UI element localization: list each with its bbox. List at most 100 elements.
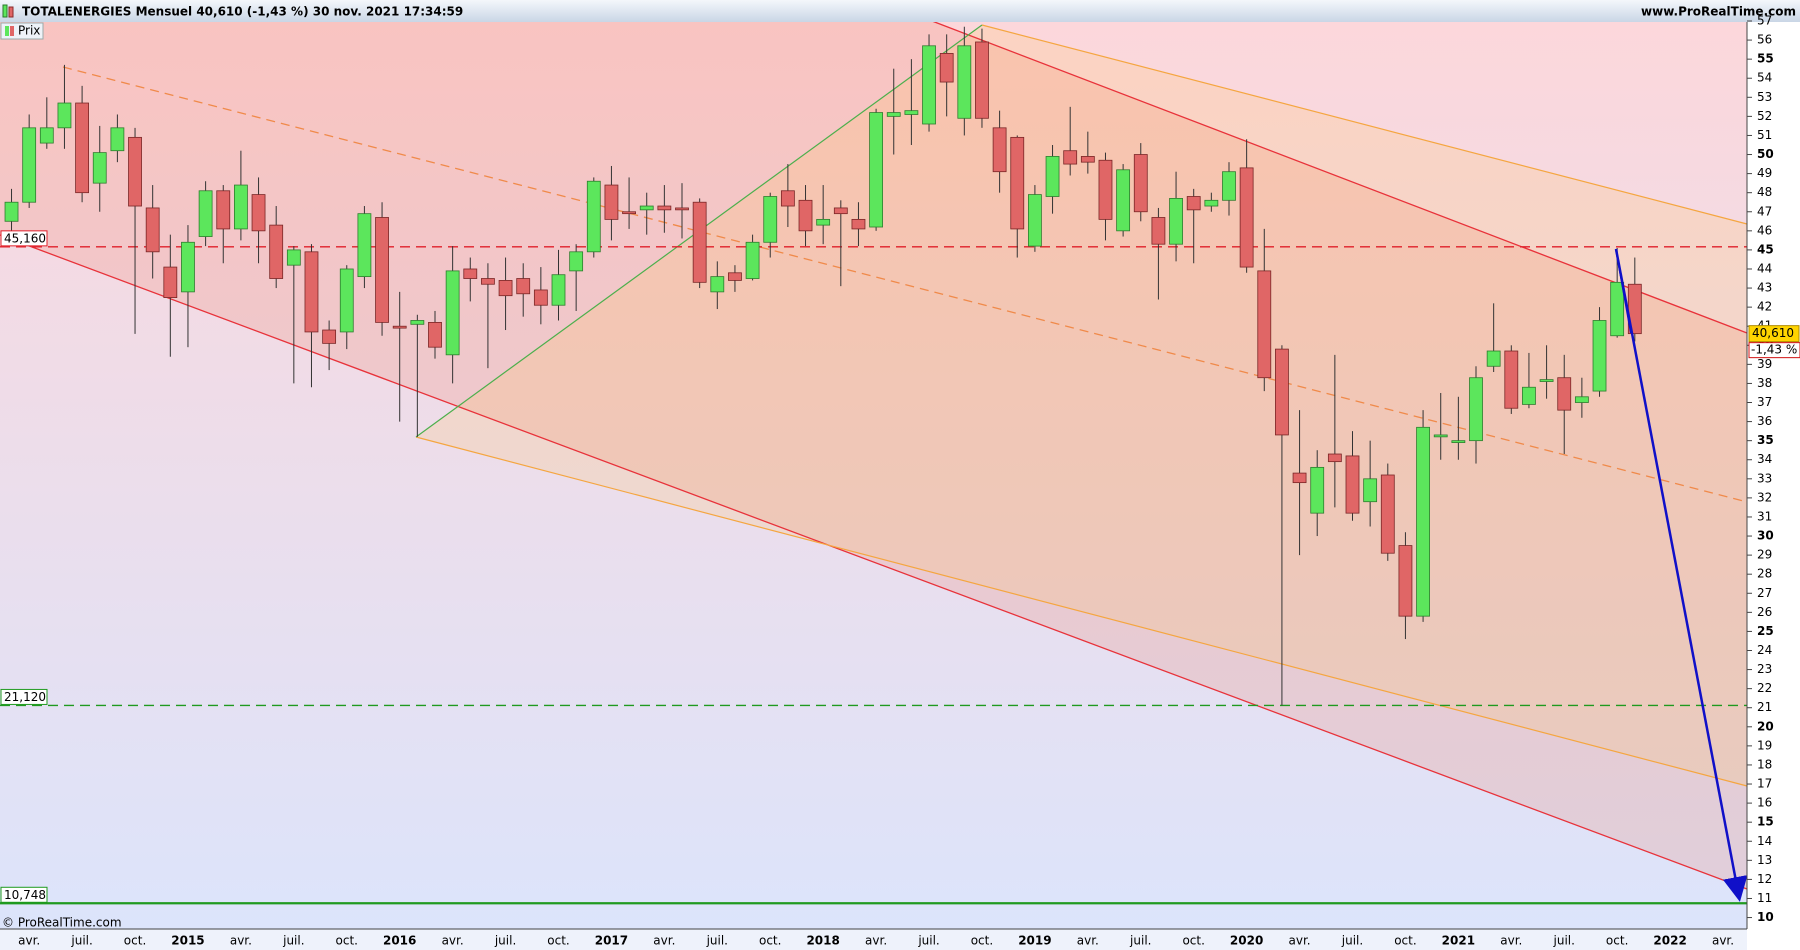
y-tick-label: 33 bbox=[1757, 471, 1772, 485]
y-tick-label: 43 bbox=[1757, 281, 1772, 295]
y-tick-label: 18 bbox=[1757, 757, 1772, 771]
candle-body bbox=[533, 289, 548, 306]
y-tick-label: 36 bbox=[1757, 414, 1772, 428]
legend-label: Prix bbox=[18, 24, 40, 38]
candle-body bbox=[1063, 150, 1078, 165]
candle-body bbox=[1222, 171, 1236, 201]
y-tick-label: 48 bbox=[1757, 185, 1772, 199]
candle-body bbox=[1504, 350, 1519, 409]
candle-body bbox=[692, 201, 707, 283]
candle-body bbox=[1098, 159, 1113, 220]
candle-body bbox=[357, 213, 372, 278]
y-tick-label: 12 bbox=[1757, 872, 1772, 886]
candle-body bbox=[22, 127, 37, 203]
y-tick-label: 46 bbox=[1757, 223, 1772, 237]
candle-body bbox=[251, 194, 266, 232]
level-label: 21,120 bbox=[4, 690, 46, 704]
x-tick-label: oct. bbox=[1182, 934, 1204, 948]
candle-body bbox=[304, 251, 319, 333]
y-tick-label: 53 bbox=[1757, 90, 1772, 104]
level-label-box bbox=[0, 688, 48, 705]
trend-line bbox=[0, 234, 1748, 890]
candle-body bbox=[904, 110, 919, 115]
y-tick-label: 50 bbox=[1757, 147, 1774, 161]
candle-body bbox=[1028, 194, 1042, 247]
candle-body bbox=[1186, 196, 1201, 211]
x-tick-label: 2016 bbox=[383, 934, 416, 948]
candle-body bbox=[375, 217, 389, 323]
x-axis-area bbox=[0, 929, 1747, 950]
y-tick-label: 45 bbox=[1757, 242, 1774, 256]
candle-body bbox=[1398, 545, 1413, 617]
x-tick-label: juil. bbox=[494, 934, 516, 948]
candle-body bbox=[1345, 455, 1360, 514]
candle-body bbox=[57, 102, 72, 129]
candle-body bbox=[498, 280, 513, 297]
y-tick-label: 32 bbox=[1757, 490, 1772, 504]
y-tick-label: 16 bbox=[1757, 796, 1772, 810]
x-tick-label: avr. bbox=[1712, 934, 1734, 948]
legend-swatch bbox=[5, 26, 9, 36]
y-tick-label: 47 bbox=[1757, 204, 1772, 218]
y-tick-label: 49 bbox=[1757, 166, 1772, 180]
candle-body bbox=[322, 329, 337, 344]
website: www.ProRealTime.com bbox=[1641, 5, 1796, 19]
candle-body bbox=[128, 136, 142, 207]
y-tick-label: 37 bbox=[1757, 395, 1772, 409]
candle-body bbox=[1574, 396, 1589, 403]
candle-body bbox=[1522, 386, 1536, 405]
candle-body bbox=[4, 201, 19, 222]
candle-body bbox=[1045, 156, 1060, 197]
candle-body bbox=[992, 127, 1007, 173]
candle-body bbox=[886, 112, 901, 117]
y-tick-label: 22 bbox=[1757, 681, 1772, 695]
x-tick-label: avr. bbox=[1077, 934, 1099, 948]
candle-body bbox=[1557, 377, 1572, 411]
trend-line bbox=[62, 66, 1748, 503]
x-tick-label: 2017 bbox=[595, 934, 628, 948]
y-tick-label: 14 bbox=[1757, 834, 1772, 848]
candle-body bbox=[798, 199, 813, 232]
y-tick-label: 57 bbox=[1757, 14, 1772, 28]
last-price-label: 40,610 bbox=[1752, 326, 1794, 340]
x-tick-label: 2015 bbox=[171, 934, 204, 948]
candle-body bbox=[922, 45, 936, 125]
candle-body bbox=[833, 207, 848, 215]
x-tick-label: avr. bbox=[865, 934, 887, 948]
candle-body bbox=[975, 41, 989, 119]
candle-body bbox=[181, 241, 195, 293]
candle-body bbox=[710, 276, 725, 293]
candle-body bbox=[1151, 217, 1166, 245]
y-tick-label: 27 bbox=[1757, 586, 1772, 600]
header-title: TOTALENERGIES Mensuel 40,610 (-1,43 %) 3… bbox=[22, 5, 463, 19]
x-tick-label: oct. bbox=[971, 934, 993, 948]
arrow-line bbox=[1614, 248, 1748, 902]
candle-body bbox=[1257, 270, 1272, 379]
change-label: -1,43 % bbox=[1751, 343, 1797, 357]
y-tick-label: 31 bbox=[1757, 509, 1772, 523]
y-tick-label: 29 bbox=[1757, 548, 1772, 562]
candle-body bbox=[1486, 350, 1501, 367]
candle-body bbox=[639, 205, 654, 211]
y-tick-label: 39 bbox=[1757, 357, 1772, 371]
x-tick-label: 2018 bbox=[806, 934, 839, 948]
level-label: 10,748 bbox=[4, 888, 46, 902]
y-tick-label: 35 bbox=[1757, 433, 1774, 447]
candle-body bbox=[392, 325, 407, 329]
candle-body bbox=[445, 270, 460, 356]
candle-body bbox=[745, 241, 760, 279]
header-icon bbox=[2, 4, 8, 18]
x-tick-label: 2019 bbox=[1018, 934, 1051, 948]
candle-body bbox=[1327, 453, 1342, 463]
x-tick-label: juil. bbox=[1129, 934, 1151, 948]
axes: 1011121314151617181920212223242526272829… bbox=[0, 14, 1800, 948]
candle-body bbox=[145, 207, 160, 253]
candle-body bbox=[1416, 426, 1430, 617]
candle-body bbox=[1116, 169, 1131, 232]
y-tick-label: 23 bbox=[1757, 662, 1772, 676]
candle-body bbox=[1275, 348, 1289, 436]
x-tick-label: oct. bbox=[547, 934, 569, 948]
y-tick-label: 28 bbox=[1757, 567, 1772, 581]
level-label-box bbox=[0, 886, 48, 903]
